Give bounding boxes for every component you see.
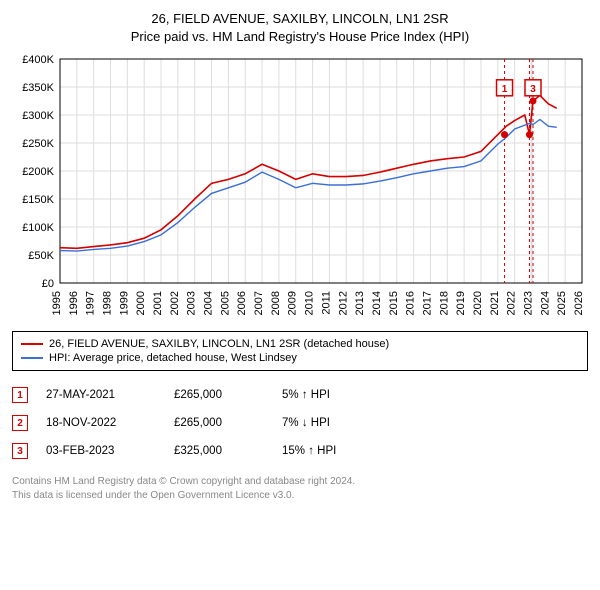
- x-tick-label: 2008: [270, 291, 282, 315]
- x-tick-label: 2005: [219, 291, 231, 315]
- y-tick-label: £350K: [22, 82, 54, 94]
- x-tick-label: 2021: [489, 291, 501, 315]
- x-tick-label: 2002: [169, 291, 181, 315]
- y-tick-label: £300K: [22, 110, 54, 122]
- x-tick-label: 2014: [371, 291, 383, 315]
- legend-label: 26, FIELD AVENUE, SAXILBY, LINCOLN, LN1 …: [49, 338, 389, 350]
- x-tick-label: 2006: [236, 291, 248, 315]
- sale-price: £265,000: [174, 389, 264, 401]
- sale-marker: 1: [12, 387, 28, 403]
- title-line-2: Price paid vs. HM Land Registry's House …: [12, 28, 588, 46]
- x-tick-label: 2001: [152, 291, 164, 315]
- x-tick-label: 2025: [556, 291, 568, 315]
- line-chart: £0 £50K £100K £150K £200K £250K £300K £350K £400…: [12, 53, 588, 323]
- x-tick-label: 1998: [102, 291, 114, 315]
- legend: 26, FIELD AVENUE, SAXILBY, LINCOLN, LN1 …: [12, 331, 588, 371]
- sale-point: [529, 98, 536, 105]
- legend-swatch: [21, 357, 43, 359]
- x-tick-label: 2004: [203, 291, 215, 315]
- legend-label: HPI: Average price, detached house, West…: [49, 352, 297, 364]
- chart-area: £0 £50K £100K £150K £200K £250K £300K £350K £400…: [12, 53, 588, 323]
- sale-date: 27-MAY-2021: [46, 389, 156, 401]
- x-tick-label: 2026: [573, 291, 585, 315]
- sale-row: 3 03-FEB-2023 £325,000 15% ↑ HPI: [12, 437, 588, 465]
- x-tick-label: 2024: [539, 291, 551, 315]
- x-tick-label: 1995: [51, 291, 63, 315]
- x-tick-label: 2017: [421, 291, 433, 315]
- y-tick-label: £150K: [22, 194, 54, 206]
- x-tick-label: 2012: [337, 291, 349, 315]
- sale-row: 2 18-NOV-2022 £265,000 7% ↓ HPI: [12, 409, 588, 437]
- footer-line-2: This data is licensed under the Open Gov…: [12, 489, 588, 503]
- y-tick-label: £50K: [28, 250, 54, 262]
- x-tick-label: 1999: [118, 291, 130, 315]
- x-tick-label: 2015: [388, 291, 400, 315]
- sale-hpi-diff: 5% ↑ HPI: [282, 389, 392, 401]
- x-tick-label: 2013: [354, 291, 366, 315]
- x-tick-label: 2011: [320, 291, 332, 315]
- sale-marker: 3: [12, 443, 28, 459]
- y-tick-label: £100K: [22, 222, 54, 234]
- sale-point: [501, 131, 508, 138]
- x-tick-label: 2009: [287, 291, 299, 315]
- x-tick-label: 2000: [135, 291, 147, 315]
- series-property: [60, 95, 557, 248]
- y-tick-label: £250K: [22, 138, 54, 150]
- chart-marker-num: 3: [530, 84, 536, 95]
- legend-item: HPI: Average price, detached house, West…: [21, 351, 579, 365]
- sale-date: 18-NOV-2022: [46, 417, 156, 429]
- chart-marker-num: 1: [502, 84, 508, 95]
- footer-line-1: Contains HM Land Registry data © Crown c…: [12, 475, 588, 489]
- x-tick-label: 2019: [455, 291, 467, 315]
- x-tick-label: 1996: [68, 291, 80, 315]
- chart-title: 26, FIELD AVENUE, SAXILBY, LINCOLN, LN1 …: [12, 10, 588, 45]
- sale-price: £265,000: [174, 417, 264, 429]
- x-tick-label: 2020: [472, 291, 484, 315]
- legend-item: 26, FIELD AVENUE, SAXILBY, LINCOLN, LN1 …: [21, 337, 579, 351]
- x-tick-label: 2010: [304, 291, 316, 315]
- x-tick-label: 2018: [438, 291, 450, 315]
- sale-date: 03-FEB-2023: [46, 445, 156, 457]
- sale-hpi-diff: 15% ↑ HPI: [282, 445, 392, 457]
- x-tick-label: 2016: [405, 291, 417, 315]
- x-tick-label: 2022: [506, 291, 518, 315]
- sale-price: £325,000: [174, 445, 264, 457]
- sale-row: 1 27-MAY-2021 £265,000 5% ↑ HPI: [12, 381, 588, 409]
- sales-table: 1 27-MAY-2021 £265,000 5% ↑ HPI 2 18-NOV-2022…: [12, 381, 588, 465]
- y-tick-label: £200K: [22, 166, 54, 178]
- sale-hpi-diff: 7% ↓ HPI: [282, 417, 392, 429]
- x-tick-label: 2007: [253, 291, 265, 315]
- x-tick-label: 2003: [186, 291, 198, 315]
- sale-marker: 2: [12, 415, 28, 431]
- y-tick-label: £0: [42, 278, 54, 290]
- x-tick-label: 2023: [522, 291, 534, 315]
- sale-point: [526, 131, 533, 138]
- attribution-footer: Contains HM Land Registry data © Crown c…: [12, 475, 588, 502]
- x-tick-label: 1997: [85, 291, 97, 315]
- series-hpi: [60, 120, 557, 252]
- title-line-1: 26, FIELD AVENUE, SAXILBY, LINCOLN, LN1 …: [12, 10, 588, 28]
- y-tick-label: £400K: [22, 54, 54, 66]
- legend-swatch: [21, 343, 43, 345]
